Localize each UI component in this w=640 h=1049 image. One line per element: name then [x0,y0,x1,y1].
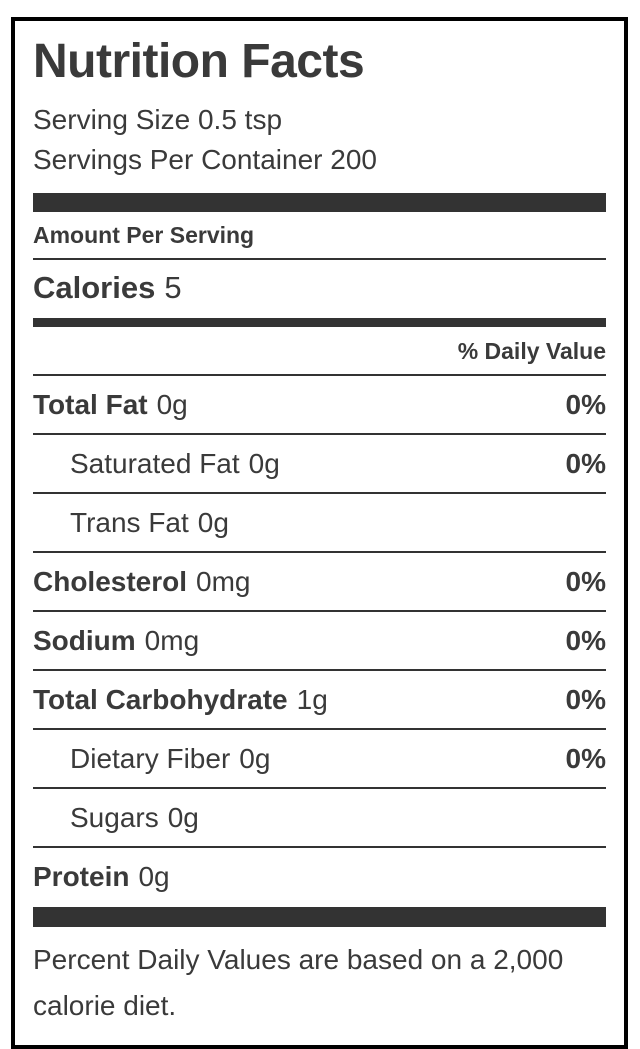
nutrient-daily-value: 0% [565,683,606,715]
calories-row: Calories 5 [33,257,606,318]
nutrient-daily-value: 0% [565,447,606,479]
nutrient-row-total-fat: Total Fat 0g 0% [33,373,606,433]
nutrient-amount: 0g [138,860,170,892]
daily-value-footnote: Percent Daily Values are based on a 2,00… [33,943,564,1021]
nutrient-amount: 0g [239,742,271,774]
nutrient-name: Protein [33,860,130,892]
calories-value: 5 [164,269,182,305]
nutrient-amount: 1g [296,683,328,715]
nutrient-daily-value: 0% [565,388,606,420]
nutrient-amount: 0g [248,447,280,479]
nutrient-daily-value: 0% [565,565,606,597]
nutrient-name: Cholesterol [33,565,188,597]
nutrient-row-total-carbohydrate: Total Carbohydrate 1g 0% [33,668,606,728]
nutrient-name: Total Carbohydrate [33,683,288,715]
nutrient-name: Total Fat [33,388,148,420]
nutrient-name: Trans Fat [70,506,189,538]
nutrition-facts-label: Nutrition Facts Serving Size 0.5 tsp Ser… [11,17,628,1049]
nutrient-name: Sodium [33,624,136,656]
nutrient-row-saturated-fat: Saturated Fat 0g 0% [33,432,606,492]
nutrient-amount: 0mg [144,624,200,656]
nutrient-amount: 0g [197,506,229,538]
nutrient-name: Dietary Fiber [70,742,231,774]
thick-divider-top [33,192,606,212]
nutrient-row-trans-fat: Trans Fat 0g [33,491,606,551]
nutrient-amount: 0mg [196,565,251,597]
calories-label: Calories [33,269,156,305]
nutrient-daily-value: 0% [565,742,606,774]
servings-per-container-line: Servings Per Container 200 [33,143,377,175]
amount-per-serving-heading: Amount Per Serving [33,221,255,248]
daily-value-header: % Daily Value [457,337,606,364]
medium-divider [33,317,606,327]
label-title: Nutrition Facts [33,35,365,88]
nutrient-row-sugars: Sugars 0g [33,786,606,846]
nutrient-row-protein: Protein 0g [33,845,606,905]
thick-divider-bottom [33,906,606,927]
nutrient-row-sodium: Sodium 0mg 0% [33,609,606,669]
serving-size-line: Serving Size 0.5 tsp [33,103,283,135]
nutrient-name: Sugars [70,801,159,833]
nutrient-row-dietary-fiber: Dietary Fiber 0g 0% [33,727,606,787]
nutrient-name: Saturated Fat [70,447,240,479]
nutrient-row-cholesterol: Cholesterol 0mg 0% [33,550,606,610]
nutrient-amount: 0g [156,388,188,420]
nutrient-amount: 0g [167,801,199,833]
nutrient-daily-value: 0% [565,624,606,656]
